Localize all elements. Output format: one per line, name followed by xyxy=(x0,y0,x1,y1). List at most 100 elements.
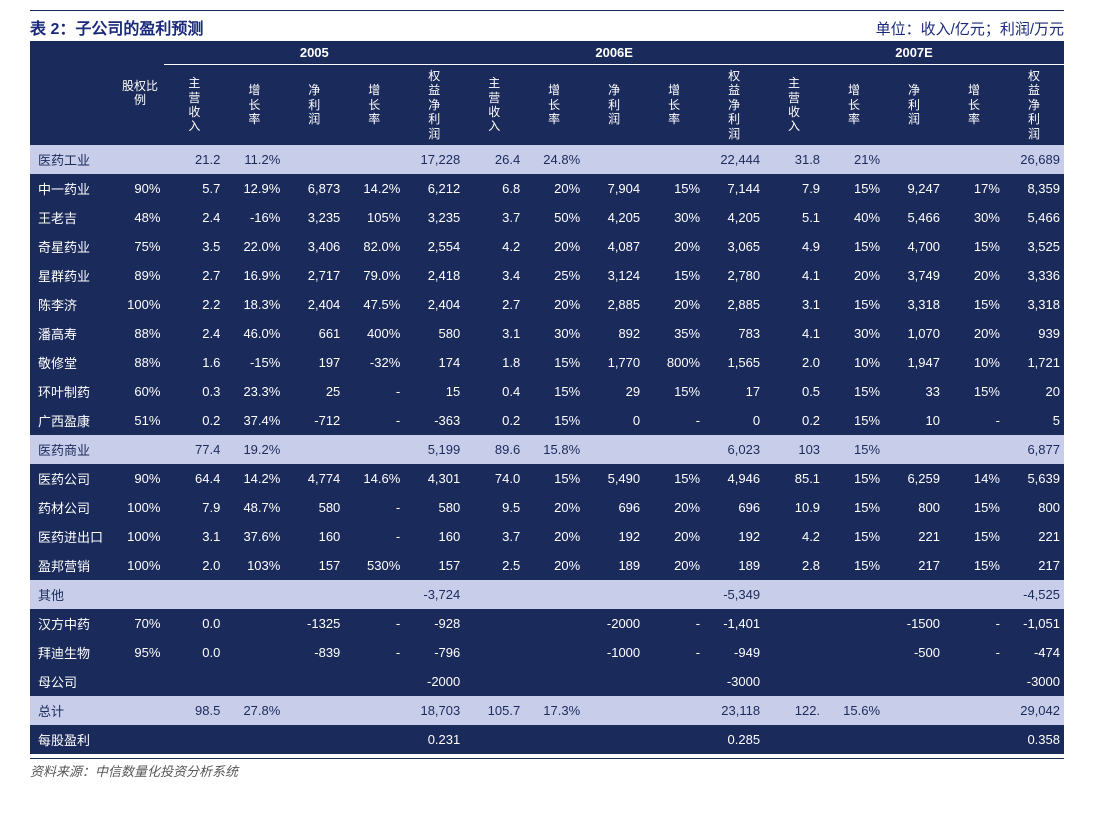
data-cell xyxy=(116,580,165,609)
data-cell: 20% xyxy=(644,522,704,551)
data-cell: 9.5 xyxy=(464,493,524,522)
data-cell: 40% xyxy=(824,203,884,232)
data-cell: 75% xyxy=(116,232,165,261)
data-cell: 2.7 xyxy=(164,261,224,290)
data-cell: 3.1 xyxy=(764,290,824,319)
data-cell: 22.0% xyxy=(224,232,284,261)
data-cell xyxy=(644,435,704,464)
sub-header-cell: 增长率 xyxy=(344,65,404,145)
data-cell: 0.231 xyxy=(404,725,464,754)
row-name-cell: 王老吉 xyxy=(30,203,116,232)
data-cell: 14% xyxy=(944,464,1004,493)
data-cell: 3.1 xyxy=(464,319,524,348)
data-cell: 21.2 xyxy=(164,145,224,174)
data-cell xyxy=(284,580,344,609)
data-cell: 103% xyxy=(224,551,284,580)
data-cell xyxy=(464,638,524,667)
data-cell: 2.0 xyxy=(764,348,824,377)
sub-header-cell: 增长率 xyxy=(524,65,584,145)
data-cell: 30% xyxy=(824,319,884,348)
data-cell: 20% xyxy=(644,290,704,319)
source-note: 资料来源：中信数量化投资分析系统 xyxy=(30,758,1064,780)
sub-header-cell: 主营收入 xyxy=(164,65,224,145)
data-cell: 20% xyxy=(644,493,704,522)
data-cell xyxy=(524,580,584,609)
data-cell: 25% xyxy=(524,261,584,290)
data-cell: 77.4 xyxy=(164,435,224,464)
data-cell: 580 xyxy=(404,493,464,522)
data-cell xyxy=(116,696,165,725)
data-cell: 19.2% xyxy=(224,435,284,464)
data-cell: -3,724 xyxy=(404,580,464,609)
data-cell: 15% xyxy=(824,406,884,435)
row-name-cell: 医药进出口 xyxy=(30,522,116,551)
data-cell: 64.4 xyxy=(164,464,224,493)
header-equity: 股权比例 xyxy=(116,41,165,145)
data-cell xyxy=(284,435,344,464)
data-cell: 15% xyxy=(944,290,1004,319)
data-cell: 89% xyxy=(116,261,165,290)
row-name-cell: 环叶制药 xyxy=(30,377,116,406)
data-cell: -474 xyxy=(1004,638,1064,667)
data-cell: 15% xyxy=(824,377,884,406)
data-cell: 15% xyxy=(824,493,884,522)
sub-header-cell: 增长率 xyxy=(944,65,1004,145)
data-cell: 2,404 xyxy=(404,290,464,319)
data-cell xyxy=(284,696,344,725)
data-cell: 4,946 xyxy=(704,464,764,493)
data-cell: 15% xyxy=(524,377,584,406)
data-cell: 15% xyxy=(824,551,884,580)
table-title: 表 2：子公司的盈利预测 xyxy=(30,15,203,39)
data-cell xyxy=(764,667,824,696)
data-cell: 17 xyxy=(704,377,764,406)
data-cell: 103 xyxy=(764,435,824,464)
data-cell xyxy=(524,609,584,638)
data-cell: - xyxy=(944,638,1004,667)
data-cell: 90% xyxy=(116,464,165,493)
data-cell: 15.8% xyxy=(524,435,584,464)
row-name-cell: 医药商业 xyxy=(30,435,116,464)
data-cell: 105% xyxy=(344,203,404,232)
data-cell xyxy=(764,725,824,754)
data-cell xyxy=(344,667,404,696)
data-cell: 4.1 xyxy=(764,319,824,348)
data-cell: - xyxy=(344,638,404,667)
sub-header-cell: 增长率 xyxy=(224,65,284,145)
data-cell xyxy=(224,609,284,638)
data-cell: 30% xyxy=(524,319,584,348)
data-cell: 10% xyxy=(824,348,884,377)
data-cell: 4,205 xyxy=(704,203,764,232)
data-cell xyxy=(116,667,165,696)
data-cell: 20% xyxy=(524,493,584,522)
data-cell: 4.1 xyxy=(764,261,824,290)
data-cell: 15% xyxy=(644,377,704,406)
sub-header-cell: 净利润 xyxy=(584,65,644,145)
data-cell: 29 xyxy=(584,377,644,406)
data-cell xyxy=(464,667,524,696)
data-cell: 0.2 xyxy=(164,406,224,435)
data-cell: 20% xyxy=(524,522,584,551)
data-cell: 5,466 xyxy=(1004,203,1064,232)
data-cell: 400% xyxy=(344,319,404,348)
row-name-cell: 其他 xyxy=(30,580,116,609)
data-cell xyxy=(524,638,584,667)
data-cell: -500 xyxy=(884,638,944,667)
data-cell: 20% xyxy=(644,232,704,261)
data-cell: 1.8 xyxy=(464,348,524,377)
data-cell: 192 xyxy=(584,522,644,551)
data-cell: 15% xyxy=(944,493,1004,522)
data-cell: 15% xyxy=(944,232,1004,261)
data-cell: 30% xyxy=(644,203,704,232)
row-name-cell: 汉方中药 xyxy=(30,609,116,638)
row-name-cell: 每股盈利 xyxy=(30,725,116,754)
data-cell: 20% xyxy=(524,551,584,580)
data-cell: 15% xyxy=(944,551,1004,580)
data-cell xyxy=(644,696,704,725)
data-cell: 221 xyxy=(884,522,944,551)
data-cell: 3,749 xyxy=(884,261,944,290)
data-cell: 939 xyxy=(1004,319,1064,348)
data-cell xyxy=(944,145,1004,174)
data-cell xyxy=(884,696,944,725)
data-cell: 197 xyxy=(284,348,344,377)
data-cell: 3,124 xyxy=(584,261,644,290)
